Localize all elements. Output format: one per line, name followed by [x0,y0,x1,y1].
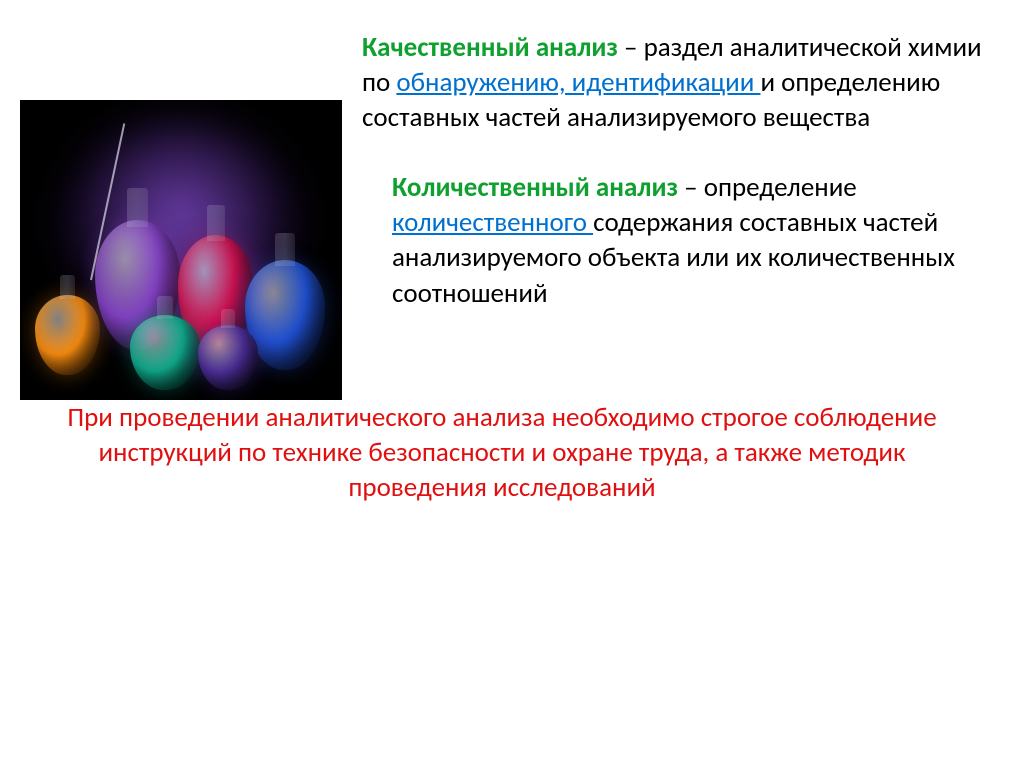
para2-text1: – определение [678,171,857,204]
qualitative-analysis-para: Качественный анализ – раздел аналитическ… [362,30,984,135]
qualitative-title: Качественный анализ [362,31,618,64]
para2-link: количественного [392,206,593,239]
flask-neck [275,233,294,266]
flask [198,325,258,390]
flask-neck [157,296,174,319]
image-column [20,30,342,400]
para1-link: обнаружению, идентификации [396,66,760,99]
flask [130,315,200,390]
flask-illustration [20,100,342,400]
flask-neck [221,309,235,329]
quantitative-title: Количественный анализ [392,171,678,204]
safety-note-para: При проведении аналитического анализа не… [20,400,984,505]
flask-neck [207,205,225,241]
main-container: Качественный анализ – раздел аналитическ… [20,30,984,400]
flask-neck [127,188,147,227]
flask-neck [60,275,76,299]
text-column: Качественный анализ – раздел аналитическ… [362,30,984,400]
flask [35,295,100,375]
para3-text: При проведении аналитического анализа не… [67,401,936,504]
quantitative-analysis-para: Количественный анализ – определение коли… [362,170,984,310]
